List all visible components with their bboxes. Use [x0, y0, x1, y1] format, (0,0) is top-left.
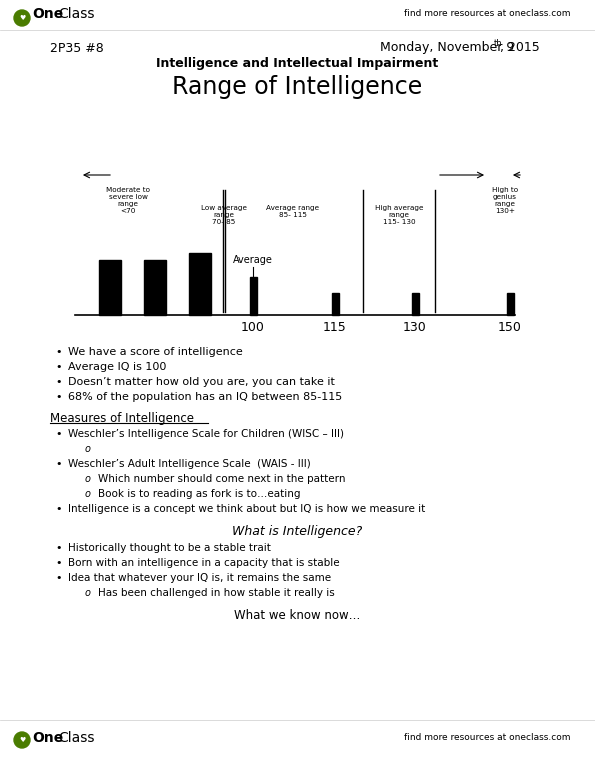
Text: Intelligence is a concept we think about but IQ is how we measure it: Intelligence is a concept we think about… — [68, 504, 425, 514]
Text: find more resources at oneclass.com: find more resources at oneclass.com — [403, 9, 570, 18]
Text: Idea that whatever your IQ is, it remains the same: Idea that whatever your IQ is, it remain… — [68, 573, 331, 583]
Text: Historically thought to be a stable trait: Historically thought to be a stable trai… — [68, 543, 271, 553]
Text: Born with an intelligence in a capacity that is stable: Born with an intelligence in a capacity … — [68, 558, 340, 568]
Text: 68% of the population has an IQ between 85-115: 68% of the population has an IQ between … — [68, 392, 342, 402]
Text: •: • — [55, 377, 61, 387]
Text: Which number should come next in the pattern: Which number should come next in the pat… — [98, 474, 346, 484]
Text: One: One — [32, 731, 63, 745]
Bar — [99, 260, 121, 315]
Text: •: • — [55, 362, 61, 372]
Text: Intelligence and Intellectual Impairment: Intelligence and Intellectual Impairment — [156, 58, 438, 71]
Text: •: • — [55, 429, 61, 439]
Bar — [331, 293, 339, 315]
Text: Class: Class — [58, 7, 95, 21]
Bar — [144, 260, 166, 315]
Circle shape — [14, 10, 30, 26]
Text: Average: Average — [233, 255, 273, 265]
Text: High to
genius
range
130+: High to genius range 130+ — [492, 187, 518, 214]
Text: 130: 130 — [403, 321, 427, 334]
Text: What we know now…: What we know now… — [234, 609, 360, 622]
Bar — [412, 293, 418, 315]
Text: 100: 100 — [241, 321, 265, 334]
Text: 115: 115 — [323, 321, 347, 334]
Text: Weschler’s Adult Intelligence Scale  (WAIS - III): Weschler’s Adult Intelligence Scale (WAI… — [68, 459, 311, 469]
Circle shape — [14, 732, 30, 748]
Text: Weschler’s Intelligence Scale for Children (WISC – III): Weschler’s Intelligence Scale for Childr… — [68, 429, 344, 439]
Text: o: o — [85, 588, 91, 598]
Text: Measures of Intelligence: Measures of Intelligence — [50, 412, 194, 425]
Text: o: o — [85, 474, 91, 484]
Bar — [506, 293, 513, 315]
Text: •: • — [55, 543, 61, 553]
Text: Has been challenged in how stable it really is: Has been challenged in how stable it rea… — [98, 588, 335, 598]
Bar — [189, 253, 211, 315]
Text: o: o — [85, 444, 91, 454]
Text: We have a score of intelligence: We have a score of intelligence — [68, 347, 243, 357]
Text: find more resources at oneclass.com: find more resources at oneclass.com — [403, 734, 570, 742]
Text: o: o — [85, 489, 91, 499]
Text: Moderate to
severe low
range
<70: Moderate to severe low range <70 — [106, 187, 150, 214]
Text: •: • — [55, 347, 61, 357]
Text: Average IQ is 100: Average IQ is 100 — [68, 362, 167, 372]
Text: •: • — [55, 504, 61, 514]
Bar — [249, 277, 256, 315]
Text: 2P35 #8: 2P35 #8 — [50, 42, 104, 55]
Text: High average
range
115- 130: High average range 115- 130 — [375, 205, 423, 225]
Text: •: • — [55, 392, 61, 402]
Text: Average range
85- 115: Average range 85- 115 — [267, 205, 320, 218]
Text: Doesn’t matter how old you are, you can take it: Doesn’t matter how old you are, you can … — [68, 377, 335, 387]
Text: One: One — [32, 7, 63, 21]
Text: Monday, November 9: Monday, November 9 — [380, 42, 514, 55]
Text: th: th — [494, 39, 503, 49]
Text: Low average
range
70- 85: Low average range 70- 85 — [201, 205, 247, 225]
Text: •: • — [55, 573, 61, 583]
Text: 150: 150 — [498, 321, 522, 334]
Text: ♥: ♥ — [19, 15, 25, 21]
Text: Book is to reading as fork is to…eating: Book is to reading as fork is to…eating — [98, 489, 300, 499]
Text: ♥: ♥ — [19, 737, 25, 743]
Text: •: • — [55, 558, 61, 568]
Text: Class: Class — [58, 731, 95, 745]
Text: , 2015: , 2015 — [500, 42, 540, 55]
Text: Range of Intelligence: Range of Intelligence — [172, 75, 422, 99]
Text: •: • — [55, 459, 61, 469]
Text: What is Intelligence?: What is Intelligence? — [232, 525, 362, 538]
